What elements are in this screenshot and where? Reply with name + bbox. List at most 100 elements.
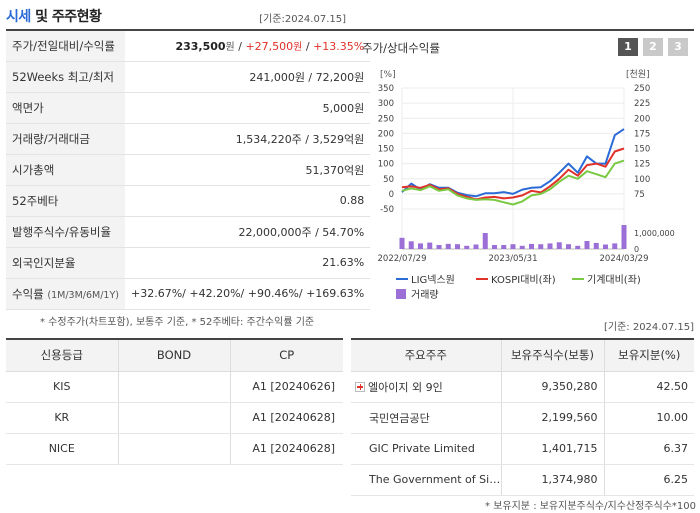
volume-tick-label: 0 [634, 245, 639, 254]
return-label: 수익률 (1M/3M/6M/1Y) [6, 278, 125, 310]
table-row: GIC Private Limited 1,401,715 6.37 [351, 433, 694, 465]
w52-label: 52Weeks 최고/최저 [6, 61, 125, 93]
volume-bar [575, 245, 581, 249]
market-info-table: 주가/전일대비/수익률 233,500원 / +27,500원 / +13.35… [6, 29, 371, 310]
right-tick-label: 100 [634, 175, 650, 185]
right-axis-unit: [천원] [626, 69, 650, 80]
right-tick-label: 150 [634, 145, 650, 155]
holder-name[interactable]: 엘아이지 외 9인 [351, 371, 502, 403]
shares-value: 22,000,000주 / 54.70% [125, 216, 371, 248]
credit-cp: A1 [20240626] [230, 371, 343, 403]
left-tick-label: 200 [378, 129, 394, 139]
left-tick-label: 350 [378, 84, 394, 94]
credit-header-rating: 신용등급 [6, 339, 119, 372]
credit-cp: A1 [20240628] [230, 402, 343, 434]
left-axis-unit: [%] [380, 70, 396, 80]
foreign-label: 외국인지분율 [6, 247, 125, 279]
holders-header-pct: 보유지분(%) [604, 339, 694, 372]
x-tick-label: 2024/03/29 [600, 254, 649, 264]
left-tick-label: 150 [378, 145, 394, 155]
volume-bar [593, 242, 599, 249]
info-row-volume: 거래량/거래대금 1,534,220주 / 3,529억원 [6, 123, 371, 155]
volume-bar [482, 233, 488, 249]
volume-bar [547, 243, 553, 249]
mcap-value: 51,370억원 [125, 154, 371, 186]
holder-pct: 42.50 [604, 371, 694, 403]
info-row-price: 주가/전일대비/수익률 233,500원 / +27,500원 / +13.35… [6, 30, 371, 62]
volume-bar [418, 243, 423, 249]
x-tick-label: 2022/07/29 [378, 254, 427, 264]
holder-shares: 1,401,715 [501, 433, 605, 465]
volume-bar [408, 241, 414, 249]
holder-name: 국민연금공단 [351, 402, 502, 434]
holder-shares: 2,199,560 [501, 402, 605, 434]
price-value: 233,500원 / +27,500원 / +13.35% [125, 30, 371, 62]
legend-label-stock: LIG넥스원 [411, 274, 455, 286]
legend-label-volume: 거래량 [411, 289, 439, 301]
chart-title: 주가/상대수익률 [362, 41, 440, 55]
right-tick-label: 75 [634, 190, 645, 200]
volume-bar [473, 244, 479, 249]
w52-value: 241,000원 / 72,200원 [125, 61, 371, 93]
volume-bar [556, 242, 562, 249]
left-tick-label: 100 [378, 160, 394, 170]
holders-header-shares: 보유주식수(보통) [501, 339, 605, 372]
volume-bar [529, 243, 534, 249]
left-tick-label: 250 [378, 114, 394, 124]
info-row-mcap: 시가총액 51,370억원 [6, 154, 371, 186]
reference-date: [기준:2024.07.15] [259, 14, 346, 25]
holder-name: GIC Private Limited [351, 433, 502, 465]
volume-bar [399, 237, 405, 249]
table-row: KR A1 [20240628] [6, 402, 343, 434]
table-row: NICE A1 [20240628] [6, 433, 343, 465]
chart-tab-3[interactable]: 3 [668, 38, 688, 56]
holder-shares: 9,350,280 [501, 371, 605, 403]
info-row-foreign: 외국인지분율 21.63% [6, 247, 371, 279]
par-label: 액면가 [6, 92, 125, 124]
volume-bar [519, 245, 525, 249]
volume-bar [427, 242, 433, 249]
mcap-label: 시가총액 [6, 154, 125, 186]
volume-label: 거래량/거래대금 [6, 123, 125, 155]
credit-rating-table: 신용등급 BOND CP KIS A1 [20240626] KR A1 [20… [6, 338, 343, 465]
return-value: +32.67%/ +42.20%/ +90.46%/ +169.63% [125, 278, 371, 310]
credit-agency: NICE [6, 433, 119, 465]
footnote-holdings: * 보유지분 : 보유지분주식수/지수산정주식수*100 [485, 501, 696, 512]
info-row-shares: 발행주식수/유동비율 22,000,000주 / 54.70% [6, 216, 371, 248]
right-tick-label: 175 [634, 129, 650, 139]
volume-bar [603, 244, 608, 249]
legend-label-industry: 기계대비(좌) [587, 274, 641, 286]
credit-bond [118, 402, 231, 434]
volume-bar [501, 245, 507, 249]
volume-bar [492, 245, 497, 249]
volume-bar [538, 244, 544, 249]
table-row: The Government of Sin… 1,374,980 6.25 [351, 464, 694, 496]
series-line-stock [401, 128, 625, 198]
volume-bar [464, 245, 470, 249]
shares-label: 발행주식수/유동비율 [6, 216, 125, 248]
left-tick-label: 300 [378, 99, 394, 109]
holder-name: The Government of Sin… [351, 464, 502, 496]
right-tick-label: 225 [634, 99, 650, 109]
holders-header-name: 주요주주 [351, 339, 502, 372]
chart-tab-1[interactable]: 1 [618, 38, 638, 56]
info-row-beta: 52주베타 0.88 [6, 185, 371, 217]
series-line-industry [401, 159, 625, 206]
info-row-52w: 52Weeks 최고/최저 241,000원 / 72,200원 [6, 61, 371, 93]
chart-panel: 주가/상대수익률 1 2 3 [%] [천원] 350 300 250 200 150 100… [354, 29, 694, 309]
volume-bar [612, 243, 618, 249]
left-tick-label: 0 [389, 190, 394, 200]
right-tick-label: 125 [634, 160, 650, 170]
x-tick-label: 2023/05/31 [489, 254, 538, 264]
info-row-return: 수익률 (1M/3M/6M/1Y) +32.67%/ +42.20%/ +90.… [6, 278, 371, 310]
credit-cp: A1 [20240628] [230, 433, 343, 465]
expand-plus-icon[interactable] [355, 381, 365, 392]
credit-header-cp: CP [230, 339, 343, 372]
section-header: 시세 및 주주현황 [기준:2024.07.15] [6, 4, 346, 26]
chart-tab-2[interactable]: 2 [643, 38, 663, 56]
credit-agency: KR [6, 402, 119, 434]
legend-swatch-volume [396, 289, 406, 299]
table-row: KIS A1 [20240626] [6, 371, 343, 403]
volume-bar [584, 241, 590, 249]
major-shareholders-table: 주요주주 보유주식수(보통) 보유지분(%) 엘아이지 외 9인 9,350,2… [351, 338, 694, 496]
